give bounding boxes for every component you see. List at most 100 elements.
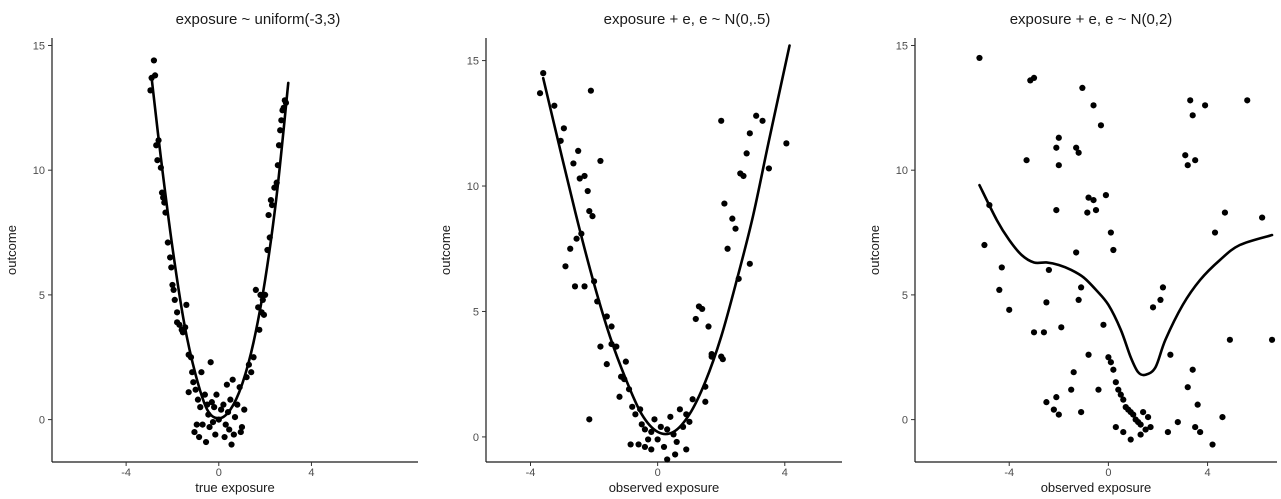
data-point xyxy=(209,418,217,426)
data-point xyxy=(1110,246,1117,254)
data-point xyxy=(1174,418,1181,426)
data-point xyxy=(540,70,547,77)
data-point xyxy=(250,354,257,361)
data-point xyxy=(222,421,229,428)
data-point xyxy=(1097,122,1105,129)
data-point xyxy=(699,305,706,313)
data-point xyxy=(1107,229,1114,236)
x-axis-title: observed exposure xyxy=(1041,480,1152,495)
data-point xyxy=(1197,428,1204,436)
data-point xyxy=(672,451,679,458)
data-point xyxy=(197,404,204,411)
data-point xyxy=(1192,157,1199,164)
data-point xyxy=(586,208,593,215)
data-point xyxy=(1268,336,1276,343)
data-point xyxy=(190,379,197,386)
data-point xyxy=(194,396,202,403)
data-point xyxy=(746,130,753,137)
data-point xyxy=(206,423,213,431)
data-point xyxy=(1055,134,1062,141)
data-point xyxy=(732,225,739,232)
chart-title: exposure + e, e ~ N(0,.5) xyxy=(604,11,771,28)
data-point xyxy=(1085,194,1092,201)
data-point xyxy=(629,403,636,410)
data-point xyxy=(1030,329,1038,336)
smooth-trend-line xyxy=(150,76,290,420)
data-point xyxy=(1259,214,1266,221)
data-point xyxy=(183,301,190,308)
data-point xyxy=(981,241,988,249)
data-point xyxy=(587,87,594,94)
data-point xyxy=(1073,144,1080,151)
data-point xyxy=(1053,144,1060,151)
data-point xyxy=(673,438,680,446)
data-point xyxy=(1105,354,1112,361)
data-point xyxy=(1192,423,1199,431)
data-point xyxy=(1140,409,1147,416)
data-point xyxy=(1053,394,1060,401)
data-point xyxy=(664,426,671,433)
data-point xyxy=(1201,102,1209,109)
data-point xyxy=(1144,414,1152,421)
data-point xyxy=(1043,399,1050,406)
data-point xyxy=(1027,77,1034,84)
x-tick-label: 4 xyxy=(308,467,314,479)
data-point xyxy=(570,160,577,167)
data-point xyxy=(667,413,674,420)
x-tick-label: 4 xyxy=(1205,467,1211,479)
data-point xyxy=(721,200,728,207)
data-point xyxy=(202,438,210,446)
data-point xyxy=(648,428,655,435)
data-point xyxy=(576,175,583,182)
data-point xyxy=(702,398,709,405)
data-point xyxy=(976,54,983,62)
data-point xyxy=(676,406,683,413)
data-point xyxy=(586,416,593,423)
data-point xyxy=(783,140,790,147)
data-point xyxy=(234,401,241,408)
data-point xyxy=(241,406,248,413)
data-point xyxy=(1075,296,1082,303)
data-point xyxy=(1219,414,1226,421)
y-tick-label: 15 xyxy=(467,56,479,68)
data-point xyxy=(648,446,655,453)
data-point xyxy=(1068,386,1075,393)
data-point xyxy=(1078,284,1085,291)
data-point xyxy=(560,125,567,132)
data-point xyxy=(192,386,199,393)
data-point xyxy=(1120,396,1127,403)
data-point xyxy=(1211,229,1219,236)
chart-title: exposure ~ uniform(-3,3) xyxy=(176,11,341,28)
smooth-trend-line xyxy=(541,44,791,436)
data-point xyxy=(173,309,181,316)
data-point xyxy=(641,426,649,433)
x-tick-label: 0 xyxy=(655,467,661,479)
data-point xyxy=(1090,102,1097,109)
data-point xyxy=(571,283,579,290)
data-point xyxy=(1075,149,1082,156)
data-point xyxy=(220,401,227,408)
data-point xyxy=(1115,386,1122,393)
data-point xyxy=(1078,409,1085,416)
data-point xyxy=(1244,97,1251,104)
data-point xyxy=(150,57,158,64)
data-point xyxy=(1095,386,1102,393)
data-point xyxy=(759,117,766,124)
data-point xyxy=(193,421,200,428)
data-point xyxy=(164,239,171,246)
data-point xyxy=(265,211,272,219)
data-point xyxy=(589,213,596,220)
x-axis-title: observed exposure xyxy=(609,480,720,495)
y-tick-label: 15 xyxy=(33,40,45,52)
data-point xyxy=(195,433,203,441)
data-point xyxy=(1023,157,1030,164)
data-point xyxy=(597,157,604,165)
data-point xyxy=(1120,428,1127,436)
data-point xyxy=(746,260,753,267)
data-point xyxy=(226,426,233,433)
data-point xyxy=(1226,336,1233,343)
data-point xyxy=(1117,391,1124,398)
data-point xyxy=(1006,306,1013,313)
data-point xyxy=(1137,421,1144,428)
data-point xyxy=(1137,431,1144,438)
